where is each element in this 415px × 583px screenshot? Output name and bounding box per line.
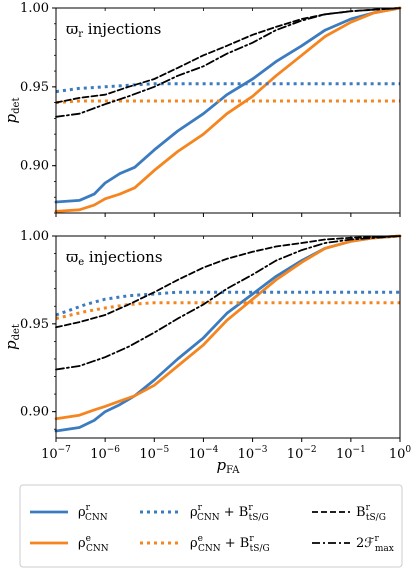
y-axis-label: pdet bbox=[2, 324, 22, 350]
legend-label-F: 2ℱr max bbox=[356, 534, 394, 554]
legend-label-rho_r_plus_B: ρr CNN + Br tS/G bbox=[190, 503, 269, 523]
axes-frame bbox=[55, 235, 401, 439]
series-F-line bbox=[55, 7, 401, 118]
top-panel: 0.90 0.95 1.00 ϖr injections pdet bbox=[2, 1, 402, 217]
series-rho_r_plus_B-line bbox=[55, 290, 400, 317]
y-tick-label: 0.95 bbox=[20, 317, 49, 332]
series-F-line bbox=[55, 235, 401, 371]
legend: ρr CNN ρe CNN ρr CNN + Br tS/G ρe CNN + Br tS/G Br… bbox=[19, 484, 403, 568]
series-rho_r-line bbox=[54, 6, 402, 204]
legend-label-rho_e: ρe CNN bbox=[78, 534, 109, 554]
y-tick-label: 1.00 bbox=[20, 229, 49, 244]
x-tick-label: 10−1 bbox=[336, 445, 366, 462]
legend-box bbox=[19, 484, 403, 568]
x-tick-label: 10−2 bbox=[287, 445, 317, 462]
x-tick-label: 10−4 bbox=[189, 445, 219, 462]
panel-annotation: ϖr injections bbox=[66, 20, 161, 40]
y-tick-label: 0.95 bbox=[20, 80, 49, 95]
series-rho_e_plus_B-line bbox=[55, 99, 400, 105]
panel-annotation: ϖe injections bbox=[66, 248, 163, 268]
series-rho_e-line bbox=[54, 6, 402, 213]
series-B-line bbox=[55, 235, 401, 329]
series-rho_e_plus_B-line bbox=[55, 301, 400, 321]
legend-label-rho_e_plus_B: ρe CNN + Br tS/G bbox=[190, 534, 270, 554]
legend-label-rho_r: ρr CNN bbox=[78, 503, 108, 523]
y-tick-label: 0.90 bbox=[20, 405, 49, 420]
x-tick-label: 10−7 bbox=[41, 445, 71, 462]
axes-frame bbox=[55, 7, 401, 214]
y-tick-label: 0.90 bbox=[20, 159, 49, 174]
x-tick-label: 10−5 bbox=[139, 445, 169, 462]
bottom-panel: 0.90 0.95 1.00 ϖe injections pdet 10−7 10−6 10−… bbox=[2, 229, 411, 462]
legend-label-B: Br tS/G bbox=[356, 503, 386, 523]
y-tick-label: 1.00 bbox=[20, 1, 49, 16]
series-rho_r_plus_B-line bbox=[55, 82, 400, 94]
x-tick-label: 10−6 bbox=[90, 445, 120, 462]
x-tick-label: 100 bbox=[389, 445, 412, 462]
x-tick-label: 10−3 bbox=[238, 445, 268, 462]
series-rho_e-line bbox=[54, 234, 402, 421]
y-axis-label: pdet bbox=[2, 98, 22, 124]
